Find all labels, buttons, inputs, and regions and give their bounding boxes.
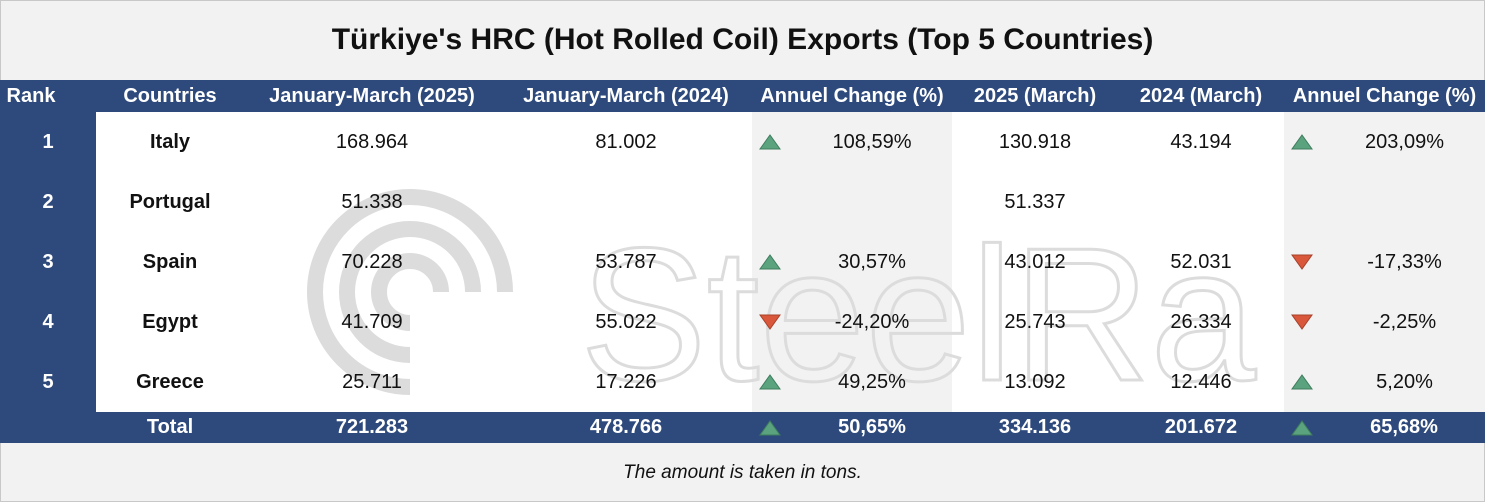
jan-mar-2025-cell: 41.709 [341, 310, 403, 333]
annual-change-2-cell [1284, 172, 1485, 232]
annual-change-2-cell: -17,33% [1284, 232, 1485, 292]
up-arrow-icon [1291, 134, 1313, 150]
up-arrow-icon [1291, 374, 1313, 390]
annual-change-2-cell: 5,20% [1284, 352, 1485, 412]
header-march-2025: 2025 (March) [973, 84, 1097, 107]
country-cell: Portugal [129, 190, 211, 213]
annual-change-1 [792, 172, 952, 232]
march-2025-cell: 43.012 [1004, 250, 1066, 273]
annual-change-2: -2,25% [1372, 310, 1437, 333]
country-cell: Italy [149, 130, 191, 153]
rank-column-bg [0, 112, 96, 412]
annual-change-1: 49,25% [838, 370, 906, 393]
total-jan-mar-2024: 478.766 [589, 416, 663, 438]
annual-change-2-cell: 203,09% [1284, 112, 1485, 172]
annual-change-2-cell: -2,25% [1284, 292, 1485, 352]
march-2024-cell: 26.334 [1170, 310, 1232, 333]
header-annual-change-1: Annuel Change (%) [760, 84, 944, 107]
page-title: Türkiye's HRC (Hot Rolled Coil) Exports … [331, 23, 1154, 56]
total-row: Total 721.283 478.766 50,65% 334.136 201… [0, 412, 1485, 443]
total-change-1-cell: 50,65% [752, 412, 952, 443]
annual-change-1-cell: 108,59% [752, 112, 952, 172]
down-arrow-icon [1291, 314, 1313, 330]
footer-note: The amount is taken in tons. [623, 461, 862, 483]
down-arrow-icon [1291, 254, 1313, 270]
table-header: Rank Countries January-March (2025) Janu… [0, 80, 1485, 112]
change-column-shade-2 [1284, 112, 1485, 412]
march-2025-cell: 130.918 [998, 130, 1072, 153]
rank-cell: 3 [42, 250, 54, 273]
country-cell: Egypt [142, 310, 198, 333]
header-countries: Countries [123, 84, 217, 107]
rank-cell: 1 [42, 130, 54, 153]
annual-change-2: -17,33% [1367, 250, 1442, 273]
rank-cell: 5 [42, 370, 54, 393]
annual-change-2: 5,20% [1376, 370, 1433, 393]
annual-change-1: -24,20% [834, 310, 910, 333]
annual-change-1-cell: 30,57% [752, 232, 952, 292]
up-arrow-icon [759, 134, 781, 150]
annual-change-1-cell: 49,25% [752, 352, 952, 412]
total-march-2024: 201.672 [1164, 416, 1238, 438]
march-2024-cell: 12.446 [1170, 370, 1232, 393]
up-arrow-icon [759, 374, 781, 390]
total-change-2: 65,68% [1370, 416, 1438, 438]
up-arrow-icon [759, 254, 781, 270]
jan-mar-2025-cell: 70.228 [341, 250, 403, 273]
total-march-2025: 334.136 [998, 416, 1072, 438]
up-arrow-icon [759, 419, 781, 435]
table-row: 4 Egypt 41.709 55.022 -24,20% -2,25% 25.743 26.… [0, 292, 1485, 352]
march-2025-cell: 51.337 [1004, 190, 1066, 213]
rank-cell: 2 [42, 190, 54, 213]
country-cell: Greece [136, 370, 204, 393]
jan-mar-2024-cell: 81.002 [595, 130, 657, 153]
jan-mar-2024-cell: 17.226 [595, 370, 657, 393]
down-arrow-icon [759, 314, 781, 330]
rank-cell: 4 [42, 310, 54, 333]
annual-change-1-cell: -24,20% [752, 292, 952, 352]
up-arrow-icon [1291, 419, 1313, 435]
jan-mar-2024-cell: 53.787 [595, 250, 657, 273]
header-rank: Rank [6, 84, 56, 107]
total-jan-mar-2025: 721.283 [335, 416, 409, 438]
header-jan-mar-2025: January-March (2025) [269, 84, 475, 107]
country-cell: Spain [142, 250, 198, 273]
march-2025-cell: 25.743 [1004, 310, 1066, 333]
total-change-1: 50,65% [838, 416, 906, 438]
table-row: 3 Spain 70.228 53.787 30,57% -17,33% 43.012 52.… [0, 232, 1485, 292]
annual-change-2: 203,09% [1365, 130, 1444, 153]
jan-mar-2024-cell [500, 172, 752, 232]
annual-change-1: 30,57% [838, 250, 906, 273]
jan-mar-2025-cell: 51.338 [341, 190, 403, 213]
header-jan-mar-2024: January-March (2024) [523, 84, 729, 107]
header-annual-change-2: Annuel Change (%) [1292, 84, 1477, 107]
total-label: Total [146, 416, 194, 438]
change-column-shade-1 [752, 112, 952, 412]
table-row: 1 Italy 168.964 81.002 108,59% 203,09% 130.918… [0, 112, 1485, 172]
table-row: 5 Greece 25.711 17.226 49,25% 5,20% 13.092 12.4… [0, 352, 1485, 412]
table-body: SteelRadar 1Italy168.96481.002108,59%203… [0, 112, 1485, 415]
jan-mar-2025-cell: 25.711 [342, 370, 402, 393]
march-2024-cell: 43.194 [1170, 130, 1232, 153]
total-change-2-cell: 65,68% [1284, 412, 1485, 443]
jan-mar-2024-cell: 55.022 [595, 310, 657, 333]
header-march-2024: 2024 (March) [1139, 84, 1263, 107]
annual-change-1: 108,59% [832, 130, 912, 153]
march-2025-cell: 13.092 [1004, 370, 1066, 393]
jan-mar-2025-cell: 168.964 [335, 130, 409, 153]
annual-change-2 [1324, 172, 1485, 232]
march-2024-cell [1118, 172, 1284, 232]
table-row: 2 Portugal 51.338 51.337 [0, 172, 1485, 232]
march-2024-cell: 52.031 [1170, 250, 1232, 273]
annual-change-1-cell [752, 172, 952, 232]
